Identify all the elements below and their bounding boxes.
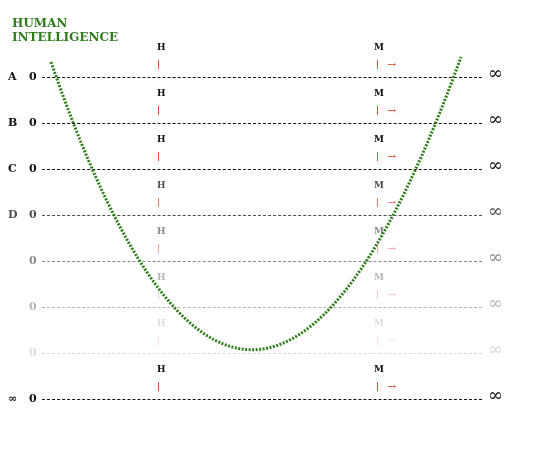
human-marker-tick xyxy=(158,244,159,253)
infinity-label: ∞ xyxy=(488,339,503,360)
machine-marker-label: M xyxy=(374,43,384,53)
machine-marker-tick xyxy=(377,336,378,345)
machine-marker-label: M xyxy=(374,135,384,145)
machine-marker-tick xyxy=(377,60,378,69)
row-label: ∞ xyxy=(8,392,18,405)
infinity-label: ∞ xyxy=(488,293,503,314)
scale-line xyxy=(42,123,482,124)
human-marker-label: H xyxy=(157,181,166,191)
curve-path xyxy=(49,56,463,352)
infinity-label: ∞ xyxy=(488,201,503,222)
human-marker-tick xyxy=(158,152,159,161)
human-marker-tick xyxy=(158,382,159,391)
scale-line xyxy=(42,261,482,262)
scale-line xyxy=(42,399,482,400)
row-label: A xyxy=(8,70,17,83)
infinity-label: ∞ xyxy=(488,109,503,130)
human-marker-tick xyxy=(158,198,159,207)
machine-arrow-icon: → xyxy=(387,334,397,347)
scale-line xyxy=(42,353,482,354)
zero-label: 0 xyxy=(29,346,37,359)
human-marker-tick xyxy=(158,290,159,299)
machine-marker-tick xyxy=(377,290,378,299)
machine-arrow-icon: → xyxy=(387,196,397,209)
machine-marker-label: M xyxy=(374,181,384,191)
machine-marker-tick xyxy=(377,382,378,391)
machine-arrow-icon: → xyxy=(387,242,397,255)
zero-label: 0 xyxy=(29,300,37,313)
zero-label: 0 xyxy=(29,116,37,129)
machine-arrow-icon: → xyxy=(387,150,397,163)
title-line-2: INTELLIGENCE xyxy=(12,30,119,44)
infinity-label: ∞ xyxy=(488,63,503,84)
machine-arrow-icon: → xyxy=(387,288,397,301)
scale-line xyxy=(42,307,482,308)
zero-label: 0 xyxy=(29,254,37,267)
human-marker-tick xyxy=(158,106,159,115)
row-label: C xyxy=(8,162,17,175)
machine-arrow-icon: → xyxy=(387,104,397,117)
infinity-label: ∞ xyxy=(488,155,503,176)
machine-marker-tick xyxy=(377,198,378,207)
human-marker-tick xyxy=(158,60,159,69)
row-label: B xyxy=(8,116,18,129)
human-marker-label: H xyxy=(157,365,166,375)
human-marker-label: H xyxy=(157,43,166,53)
machine-marker-label: M xyxy=(374,89,384,99)
machine-marker-label: M xyxy=(374,227,384,237)
diagram-title: HUMAN INTELLIGENCE xyxy=(12,16,118,44)
infinity-label: ∞ xyxy=(488,385,503,406)
human-marker-tick xyxy=(158,336,159,345)
zero-label: 0 xyxy=(29,162,37,175)
scale-line xyxy=(42,215,482,216)
machine-marker-tick xyxy=(377,244,378,253)
machine-marker-label: M xyxy=(374,319,384,329)
scale-line xyxy=(42,169,482,170)
machine-arrow-icon: → xyxy=(387,58,397,71)
machine-marker-label: M xyxy=(374,273,384,283)
human-marker-label: H xyxy=(157,135,166,145)
machine-arrow-icon: → xyxy=(387,380,397,393)
human-marker-label: H xyxy=(157,319,166,329)
infinity-label: ∞ xyxy=(488,247,503,268)
scale-line xyxy=(42,77,482,78)
title-line-1: HUMAN xyxy=(12,16,68,30)
machine-marker-tick xyxy=(377,106,378,115)
zero-label: 0 xyxy=(29,208,37,221)
human-marker-label: H xyxy=(157,89,166,99)
human-marker-label: H xyxy=(157,273,166,283)
zero-label: 0 xyxy=(29,392,37,405)
machine-marker-label: M xyxy=(374,365,384,375)
row-label: D xyxy=(8,208,18,221)
zero-label: 0 xyxy=(29,70,37,83)
machine-marker-tick xyxy=(377,152,378,161)
human-marker-label: H xyxy=(157,227,166,237)
